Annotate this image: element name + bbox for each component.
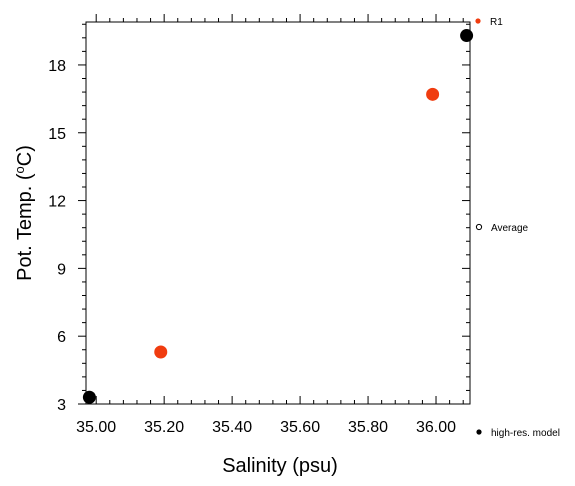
y-tick-label: 9 [57, 261, 66, 278]
data-point-high-res-model [460, 29, 474, 43]
x-tick-label: 35.80 [348, 419, 388, 436]
legend-item-r1: R1 [475, 17, 503, 28]
data-points [82, 29, 474, 404]
y-axis-title: Pot. Temp. (oC) [12, 145, 36, 281]
x-tick-label: 36.00 [416, 419, 456, 436]
x-tick-label: 35.00 [76, 419, 116, 436]
y-tick-label: 6 [57, 329, 66, 346]
y-axis-title-main: Pot. Temp. ( [14, 173, 36, 281]
axis-tick-labels: 35.00 35.20 35.40 35.60 35.80 36.00 3 6 9 12 15 18 [48, 58, 456, 436]
legend-item-high-res-model: high-res. model [476, 428, 560, 439]
x-tick-label: 35.40 [212, 419, 252, 436]
legend-label-average: Average [491, 223, 529, 234]
data-point-r1 [426, 87, 440, 101]
legend-item-average: Average [475, 223, 529, 234]
legend-marker-high-res-model [476, 429, 482, 435]
legend-marker-average [475, 223, 483, 231]
y-axis-title-unit: C) [14, 145, 36, 166]
x-tick-label: 35.20 [144, 419, 184, 436]
legend-label-r1: R1 [490, 17, 503, 28]
x-axis-title: Salinity (psu) [222, 455, 338, 477]
legend-marker-r1 [475, 18, 481, 24]
y-tick-label: 3 [57, 397, 66, 414]
data-point-r1 [154, 345, 168, 359]
axis-ticks [78, 14, 470, 405]
y-tick-label: 18 [48, 58, 66, 75]
data-point-high-res-model [82, 390, 96, 404]
legend-label-high-res-model: high-res. model [491, 428, 560, 439]
plot-frame [85, 21, 471, 405]
legend: R1 Average high-res. model [475, 17, 560, 439]
y-axis-title-degree: o [12, 166, 27, 173]
x-tick-label: 35.60 [280, 419, 320, 436]
y-tick-label: 12 [48, 194, 66, 211]
y-tick-label: 15 [48, 126, 66, 143]
